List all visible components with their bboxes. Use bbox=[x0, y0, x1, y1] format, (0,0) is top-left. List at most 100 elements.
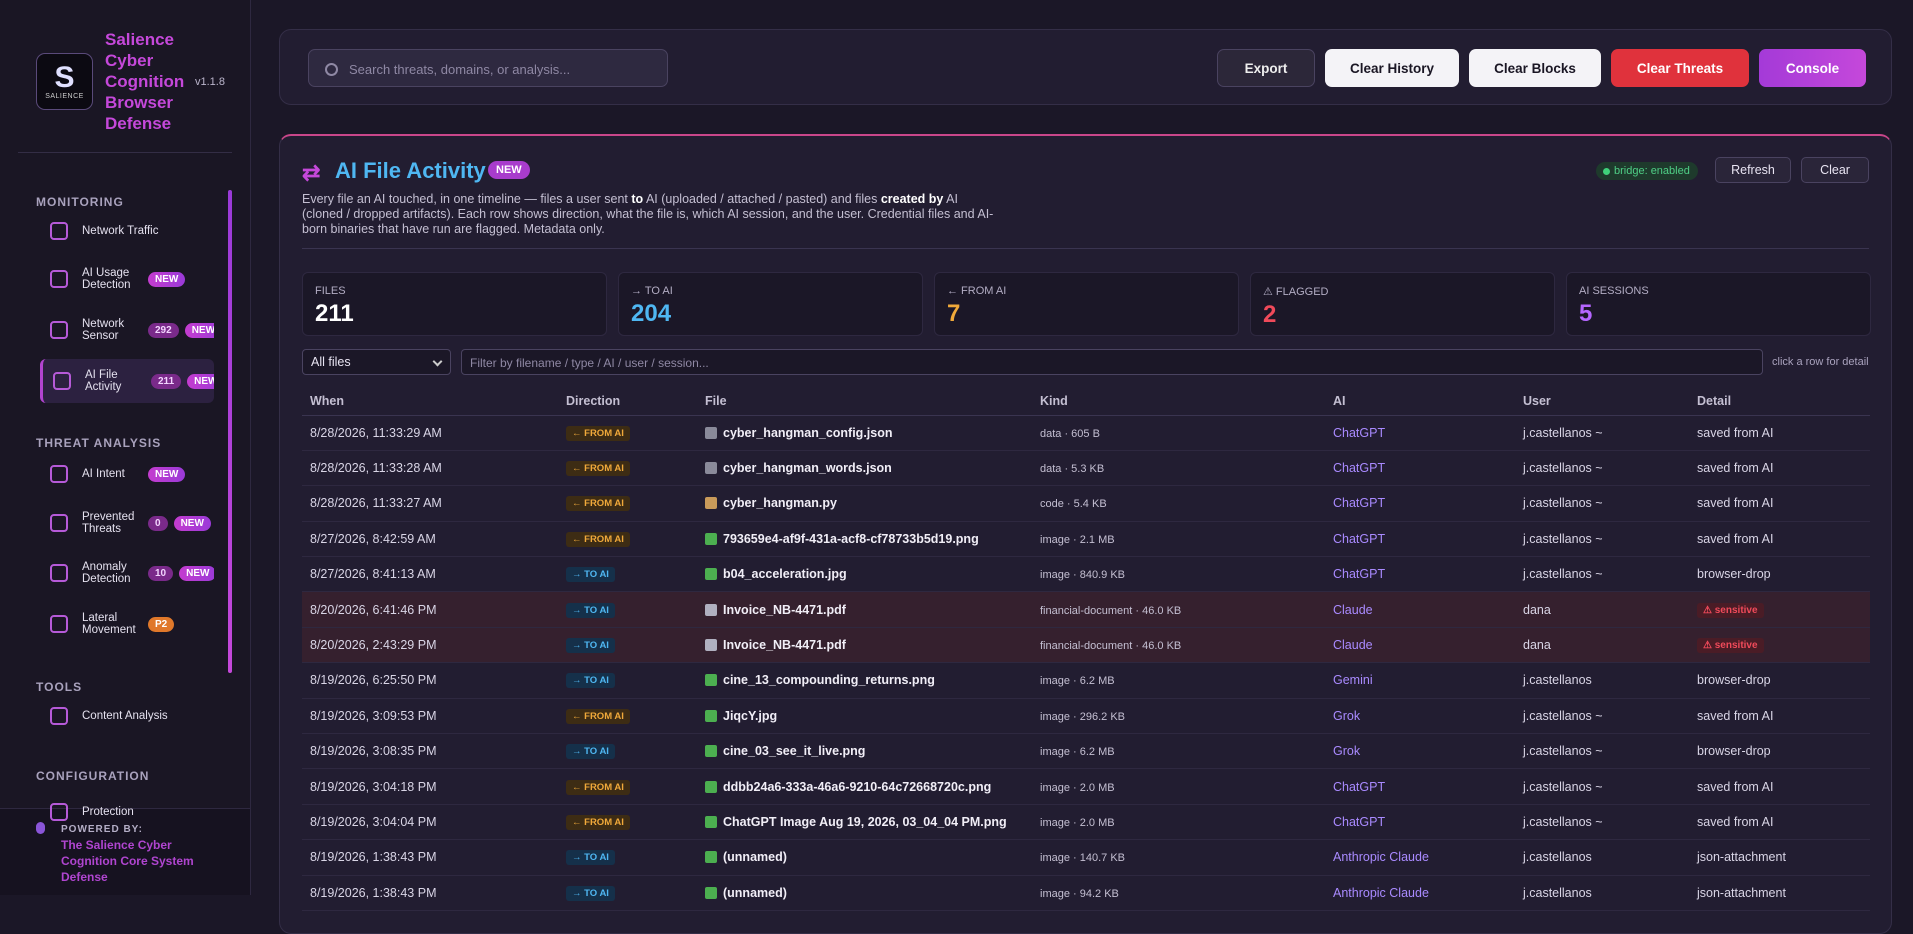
cell-direction: ← FROM AI bbox=[558, 521, 697, 558]
cell-detail: saved from AI bbox=[1689, 415, 1870, 451]
file-row[interactable]: 8/19/2026, 1:38:43 PM → TO AI (unnamed) ima… bbox=[302, 839, 1870, 876]
file-row[interactable]: 8/27/2026, 8:41:13 AM → TO AI b04_accelera… bbox=[302, 556, 1870, 593]
stat-label: FILES bbox=[315, 285, 346, 297]
detail: saved from AI bbox=[1697, 425, 1774, 440]
version: v1.1.8 bbox=[195, 76, 225, 88]
file-row[interactable]: 8/27/2026, 8:42:59 AM ← FROM AI 793659e4-a… bbox=[302, 521, 1870, 558]
panel-action[interactable]: Refresh bbox=[1715, 157, 1791, 183]
nav-item[interactable]: Content Analysis bbox=[40, 694, 214, 738]
cell-kind: code · 5.4 KB bbox=[1032, 485, 1325, 522]
stat-value: 211 bbox=[315, 300, 354, 327]
file-row[interactable]: 8/28/2026, 11:33:27 AM ← FROM AI cyber_han… bbox=[302, 485, 1870, 522]
file-row[interactable]: 8/20/2026, 2:43:29 PM → TO AI Invoice_NB-4… bbox=[302, 627, 1870, 664]
detail: saved from AI bbox=[1697, 496, 1774, 511]
cell-when: 8/19/2026, 3:08:35 PM bbox=[302, 733, 558, 770]
detail: saved from AI bbox=[1697, 779, 1774, 794]
file-row[interactable]: 8/20/2026, 6:41:46 PM → TO AI Invoice_NB-4… bbox=[302, 591, 1870, 628]
nav-item[interactable]: AI Usage Detection NEW bbox=[40, 257, 214, 301]
nav-icon bbox=[50, 465, 68, 483]
file-row[interactable]: 8/19/2026, 1:38:43 PM → TO AI (unnamed) ima… bbox=[302, 875, 1870, 911]
file-name: cine_13_compounding_returns.png bbox=[723, 673, 935, 688]
cell-file: JiqcY.jpg bbox=[697, 698, 1032, 735]
cell-direction: ← FROM AI bbox=[558, 415, 697, 451]
toolbar-button[interactable]: Clear Threats bbox=[1611, 49, 1749, 87]
kind: data · 605 B bbox=[1040, 427, 1100, 440]
ai-name: Anthropic Claude bbox=[1333, 850, 1429, 865]
nav-item[interactable]: AI Intent NEW bbox=[40, 452, 214, 496]
cell-user: j.castellanos bbox=[1515, 875, 1689, 911]
cell-detail: ⚠ sensitive bbox=[1689, 627, 1870, 664]
when: 8/19/2026, 3:08:35 PM bbox=[310, 744, 437, 759]
direction-badge: ← FROM AI bbox=[566, 425, 630, 441]
ai-name: ChatGPT bbox=[1333, 779, 1386, 794]
nav-item[interactable]: Network Traffic bbox=[40, 209, 214, 253]
cell-when: 8/28/2026, 11:33:27 AM bbox=[302, 485, 558, 522]
cell-when: 8/19/2026, 3:09:53 PM bbox=[302, 698, 558, 735]
file-row[interactable]: 8/19/2026, 3:09:53 PM ← FROM AI JiqcY.jpg i… bbox=[302, 698, 1870, 735]
panel-badge: NEW bbox=[488, 161, 530, 179]
cell-when: 8/19/2026, 1:38:43 PM bbox=[302, 839, 558, 876]
search-input[interactable]: Search threats, domains, or analysis... bbox=[308, 49, 668, 87]
cell-direction: → TO AI bbox=[558, 556, 697, 593]
cell-detail: saved from AI bbox=[1689, 521, 1870, 558]
cell-user: j.castellanos ~ bbox=[1515, 698, 1689, 735]
file-row[interactable]: 8/19/2026, 3:04:04 PM ← FROM AI ChatGPT Im… bbox=[302, 804, 1870, 841]
cell-kind: image · 6.2 MB bbox=[1032, 733, 1325, 770]
cell-direction: → TO AI bbox=[558, 591, 697, 628]
cell-detail: saved from AI bbox=[1689, 450, 1870, 487]
file-row[interactable]: 8/28/2026, 11:33:28 AM ← FROM AI cyber_han… bbox=[302, 450, 1870, 487]
file-row[interactable]: 8/19/2026, 3:08:35 PM → TO AI cine_03_see_… bbox=[302, 733, 1870, 770]
stat-card: → TO AI 204 bbox=[618, 272, 923, 336]
direction-badge: ← FROM AI bbox=[566, 531, 630, 547]
file-name: cine_03_see_it_live.png bbox=[723, 744, 866, 759]
cell-kind: image · 2.1 MB bbox=[1032, 521, 1325, 558]
cell-file: 793659e4-af9f-431a-acf8-cf78733b5d19.png bbox=[697, 521, 1032, 558]
panel-action[interactable]: Clear bbox=[1801, 157, 1869, 183]
section-title: THREAT ANALYSIS bbox=[36, 436, 162, 450]
table-header: When Direction File Kind AI User Detail bbox=[302, 388, 1870, 416]
cell-when: 8/19/2026, 3:04:18 PM bbox=[302, 768, 558, 805]
cell-file: ChatGPT Image Aug 19, 2026, 03_04_04 PM.… bbox=[697, 804, 1032, 841]
cell-ai: ChatGPT bbox=[1325, 768, 1515, 805]
cell-direction: → TO AI bbox=[558, 839, 697, 876]
when: 8/27/2026, 8:42:59 AM bbox=[310, 531, 436, 546]
nav-item[interactable]: Network Sensor 292 NEW bbox=[40, 308, 214, 352]
cell-ai: Claude bbox=[1325, 591, 1515, 628]
nav-item[interactable]: Protection bbox=[40, 790, 214, 834]
cell-ai: ChatGPT bbox=[1325, 450, 1515, 487]
stat-value: 2 bbox=[1263, 301, 1277, 328]
file-name: (unnamed) bbox=[723, 885, 787, 900]
file-row[interactable]: 8/19/2026, 6:25:50 PM → TO AI cine_13_comp… bbox=[302, 662, 1870, 699]
filter-input[interactable]: Filter by filename / type / AI / user / … bbox=[461, 349, 1763, 375]
nav-icon bbox=[53, 372, 71, 390]
file-row[interactable]: 8/19/2026, 3:04:18 PM ← FROM AI ddbb24a6-3… bbox=[302, 768, 1870, 805]
cell-when: 8/19/2026, 1:38:43 PM bbox=[302, 875, 558, 911]
user: j.castellanos ~ bbox=[1523, 425, 1603, 440]
cell-user: j.castellanos ~ bbox=[1515, 556, 1689, 593]
nav-item[interactable]: AI File Activity 211 NEW bbox=[40, 359, 214, 403]
ai-name: Anthropic Claude bbox=[1333, 885, 1429, 900]
description-text: AI (uploaded / attached / pasted) and fi… bbox=[643, 192, 881, 206]
cell-file: cyber_hangman_config.json bbox=[697, 415, 1032, 451]
nav-item[interactable]: Prevented Threats 0 NEW bbox=[40, 501, 214, 545]
cell-detail: saved from AI bbox=[1689, 768, 1870, 805]
section-title: MONITORING bbox=[36, 195, 124, 209]
user: j.castellanos bbox=[1523, 673, 1592, 688]
file-row[interactable]: 8/28/2026, 11:33:29 AM ← FROM AI cyber_han… bbox=[302, 415, 1870, 451]
file-icon bbox=[705, 886, 717, 899]
toolbar-button[interactable]: Console bbox=[1759, 49, 1866, 87]
file-icon bbox=[705, 603, 717, 616]
nav-item[interactable]: Anomaly Detection 10 NEW bbox=[40, 551, 214, 595]
when: 8/20/2026, 6:41:46 PM bbox=[310, 602, 437, 617]
toolbar-button[interactable]: Clear History bbox=[1325, 49, 1459, 87]
column-header: User bbox=[1515, 388, 1689, 416]
footer: POWERED BY: The Salience Cyber Cognition… bbox=[0, 808, 250, 895]
toolbar-button[interactable]: Export bbox=[1217, 49, 1315, 87]
filter-select[interactable]: All files bbox=[302, 349, 451, 375]
direction-badge: ← FROM AI bbox=[566, 708, 630, 724]
cell-kind: image · 2.0 MB bbox=[1032, 804, 1325, 841]
nav-item[interactable]: Lateral Movement P2 bbox=[40, 602, 214, 646]
cell-when: 8/20/2026, 2:43:29 PM bbox=[302, 627, 558, 664]
cell-user: j.castellanos ~ bbox=[1515, 733, 1689, 770]
toolbar-button[interactable]: Clear Blocks bbox=[1469, 49, 1601, 87]
